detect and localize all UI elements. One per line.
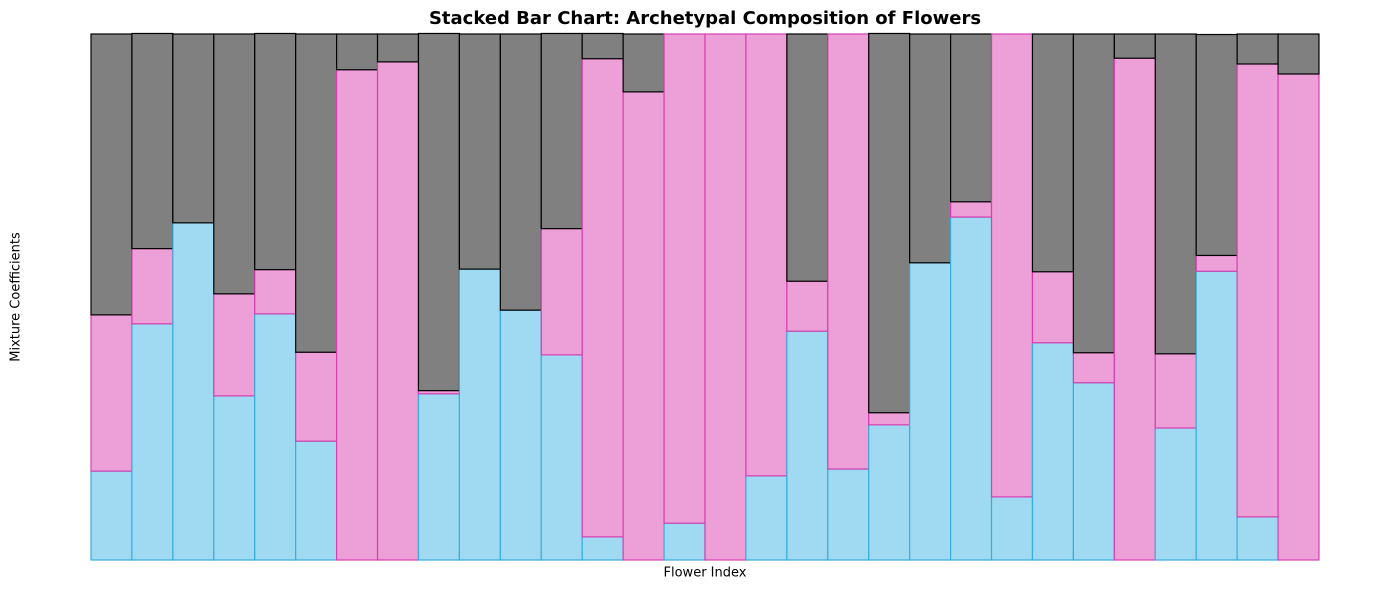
bar-segment [786, 280, 829, 332]
bar-segment [295, 33, 338, 353]
bar-segment [213, 395, 256, 561]
bar-segment [581, 58, 624, 538]
bar-segment [827, 33, 870, 470]
bar-segment [499, 309, 542, 561]
bar-segment [949, 33, 993, 203]
bar-segment [663, 522, 706, 561]
bar-segment [663, 33, 706, 524]
bar-segment [1277, 33, 1320, 75]
bar-segment [745, 33, 788, 477]
bar-segment [213, 33, 256, 295]
bar-segment [1031, 33, 1075, 273]
bar-segment [1113, 57, 1156, 561]
bar-segment [458, 33, 501, 270]
bar-segment [1195, 270, 1238, 561]
bar-segment [1154, 33, 1197, 355]
bar-segment [1154, 353, 1197, 429]
bar-segment [1072, 352, 1115, 384]
bar-segment [868, 412, 911, 426]
bar-segment [254, 32, 297, 271]
bar-segment [581, 32, 624, 60]
bar-segment [90, 314, 133, 472]
bar-segment [336, 69, 379, 561]
bar-segment [376, 61, 420, 561]
bar-segment [458, 268, 501, 561]
bar-segment [909, 262, 952, 561]
bar-segment [540, 228, 583, 356]
bar-segment [622, 33, 665, 93]
bar-segment [417, 32, 461, 392]
bar-segment [295, 351, 338, 442]
bar-segment [295, 440, 338, 561]
bar-segment [172, 33, 215, 224]
bar-segment [581, 536, 624, 561]
bar-segment [1236, 63, 1279, 518]
bar-segment [131, 32, 174, 250]
bar-segment [704, 33, 747, 561]
bar-segment [786, 330, 829, 561]
bar-segment [786, 33, 829, 282]
bar-segment [1031, 271, 1075, 344]
bar-segment [131, 323, 174, 561]
bars [90, 32, 1320, 561]
bar-segment [990, 496, 1034, 561]
bar-segment [540, 354, 583, 561]
bar-segment [1072, 33, 1115, 354]
bar-segment [868, 32, 911, 414]
bar-segment [1031, 342, 1075, 561]
bar-segment [499, 33, 542, 311]
bar-segment [1195, 254, 1238, 272]
bar-segment [949, 216, 993, 561]
bar-segment [909, 33, 952, 264]
bar-segment [213, 293, 256, 397]
bar-segment [1154, 427, 1197, 561]
bar-segment [131, 248, 174, 325]
y-axis-label: Mixture Coefficients [9, 232, 24, 362]
bar-segment [1195, 33, 1238, 257]
bar-segment [868, 424, 911, 561]
bar-segment [1072, 382, 1115, 561]
bar-segment [1113, 33, 1156, 59]
bar-segment [827, 468, 870, 561]
bar-segment [336, 33, 379, 71]
chart-title: Stacked Bar Chart: Archetypal Compositio… [429, 8, 981, 29]
bar-segment [622, 91, 665, 561]
bar-segment [1236, 516, 1279, 561]
bar-segment [990, 33, 1034, 498]
bar-segment [376, 33, 420, 63]
bar-segment [1236, 33, 1279, 65]
x-axis-label: Flower Index [664, 566, 747, 581]
bar-segment [254, 313, 297, 561]
bar-segment [90, 470, 133, 561]
bar-segment [417, 393, 461, 561]
bar-segment [90, 33, 133, 316]
bar-segment [1277, 73, 1320, 561]
bar-segment [172, 222, 215, 561]
bar-segment [949, 201, 993, 218]
bar-segment [254, 269, 297, 315]
bar-segment [540, 32, 583, 230]
bar-segment [745, 475, 788, 561]
